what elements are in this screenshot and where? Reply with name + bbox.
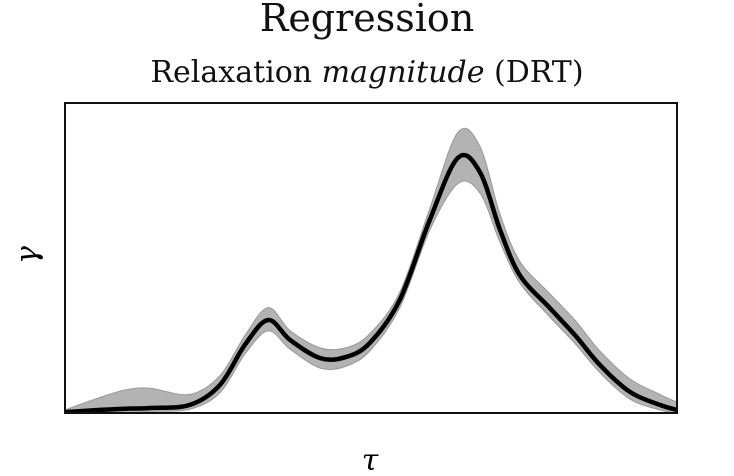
axes-frame [64,102,678,414]
chart-title: Regression [259,0,475,40]
confidence-band [65,127,677,413]
x-axis-label: τ [362,443,379,476]
y-axis-label: γ [10,246,45,264]
chart-subtitle: Relaxation magnitude (DRT) [0,55,734,90]
series-line [65,152,677,413]
subtitle-part: Relaxation [150,55,322,90]
subtitle-emphasis: magnitude [321,55,485,90]
subtitle-part: (DRT) [484,55,584,90]
